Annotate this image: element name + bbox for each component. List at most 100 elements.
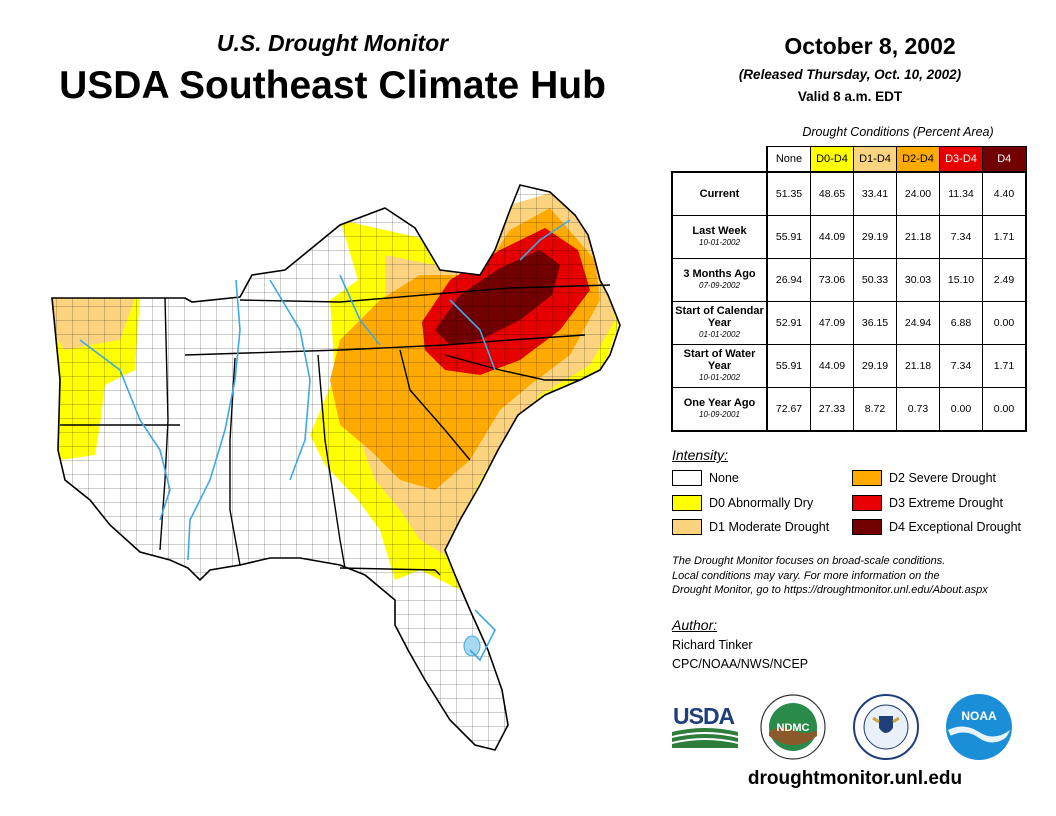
legend-label: D2 Severe Drought (889, 471, 997, 485)
stats-cell: 0.73 (896, 387, 940, 432)
stats-cell: 55.91 (766, 344, 811, 388)
stats-row: Last Week 10-01-2002 55.91 44.09 29.19 21.18 7… (671, 215, 1027, 259)
stats-cell: 47.09 (810, 301, 854, 345)
row-label-text: 3 Months Ago (683, 268, 756, 280)
legend-label: D4 Exceptional Drought (889, 520, 1022, 534)
stats-row: Start of Water Year 10-01-2002 55.91 44.09 2… (671, 344, 1027, 388)
usda-logo: USDA (672, 703, 738, 748)
map-subtitle: U.S. Drought Monitor (216, 30, 449, 56)
map-date: October 8, 2002 (784, 33, 956, 59)
noaa-logo-text: NOAA (961, 709, 997, 723)
row-date-text: 07-09-2002 (699, 281, 740, 290)
stats-cell: 1.71 (982, 344, 1027, 388)
lake-okeechobee (463, 635, 481, 657)
stats-cell: 73.06 (810, 258, 854, 302)
stats-row: Start of Calendar Year 01-01-2002 52.91 47.… (671, 301, 1027, 345)
author-name: Richard Tinker (672, 638, 753, 652)
legend-item-d3: D3 Extreme Drought (852, 495, 1003, 511)
note-line: Local conditions may vary. For more info… (672, 569, 940, 582)
drought-stats-table: None D0-D4 D1-D4 D2-D4 D3-D4 D4 Current 5… (671, 146, 1027, 432)
stats-cell: 52.91 (766, 301, 811, 345)
row-date-text: 10-01-2002 (699, 238, 740, 247)
row-date-text: 10-01-2002 (699, 373, 740, 382)
stats-cell: 48.65 (810, 171, 854, 216)
legend-label: None (709, 471, 739, 485)
col-d1-d4: D1-D4 (853, 146, 897, 173)
stats-cell: 2.49 (982, 258, 1027, 302)
stats-cell: 51.35 (766, 171, 811, 216)
stats-cell: 30.03 (896, 258, 940, 302)
stats-cell: 4.40 (982, 171, 1027, 216)
row-label-text: Start of Calendar Year (675, 305, 764, 329)
stats-cell: 36.15 (853, 301, 897, 345)
stats-row: 3 Months Ago 07-09-2002 26.94 73.06 50.33 30.… (671, 258, 1027, 302)
stats-cell: 29.19 (853, 215, 897, 259)
map-title: USDA Southeast Climate Hub (59, 64, 606, 107)
ndmc-logo: NDMC (760, 694, 826, 760)
stats-cell: 7.34 (939, 215, 983, 259)
stats-row-label: Start of Water Year 10-01-2002 (671, 344, 768, 388)
disclaimer-note: The Drought Monitor focuses on broad-sca… (672, 554, 1042, 598)
region-outline (51, 184, 621, 751)
legend-item-d4: D4 Exceptional Drought (852, 519, 1021, 535)
legend-label: D0 Abnormally Dry (709, 496, 814, 510)
stats-row: Current 51.35 48.65 33.41 24.00 11.34 4.40 (671, 171, 1027, 216)
stats-cell: 44.09 (810, 215, 854, 259)
stats-cell: 6.88 (939, 301, 983, 345)
stats-cell: 7.34 (939, 344, 983, 388)
website-url[interactable]: droughtmonitor.unl.edu (747, 768, 963, 789)
stats-cell: 29.19 (853, 344, 897, 388)
stats-row-label: One Year Ago 10-09-2001 (671, 387, 768, 432)
stats-row-label: 3 Months Ago 07-09-2002 (671, 258, 768, 302)
row-date-text: 01-01-2002 (699, 330, 740, 339)
row-label-text: Current (699, 188, 740, 200)
stats-cell: 27.33 (810, 387, 854, 432)
col-none: None (766, 146, 811, 173)
legend-swatch (672, 470, 702, 486)
stats-cell: 0.00 (939, 387, 983, 432)
noaa-logo: NOAA (946, 694, 1012, 760)
row-label-text: One Year Ago (683, 397, 756, 409)
author-heading: Author: (672, 617, 718, 633)
drought-map (51, 184, 621, 751)
stats-cell: 50.33 (853, 258, 897, 302)
stats-row-label: Start of Calendar Year 01-01-2002 (671, 301, 768, 345)
stats-caption: Drought Conditions (Percent Area) (802, 125, 994, 139)
stats-cell: 33.41 (853, 171, 897, 216)
rivers (79, 219, 571, 662)
legend-item-d0: D0 Abnormally Dry (672, 495, 813, 511)
author-org: CPC/NOAA/NWS/NCEP (672, 657, 809, 671)
legend-swatch (852, 470, 882, 486)
note-line: The Drought Monitor focuses on broad-sca… (672, 555, 946, 567)
stats-row-label: Last Week 10-01-2002 (671, 215, 768, 259)
row-date-text: 10-09-2001 (699, 410, 740, 419)
stats-corner (672, 146, 768, 173)
legend-swatch (672, 495, 702, 511)
legend-item-none: None (672, 470, 739, 486)
col-d2-d4: D2-D4 (896, 146, 940, 173)
col-d3-d4: D3-D4 (939, 146, 983, 173)
commerce-seal-logo (853, 694, 919, 760)
state-borders (60, 284, 611, 576)
stats-cell: 8.72 (853, 387, 897, 432)
stats-cell: 21.18 (896, 344, 940, 388)
stats-cell: 26.94 (766, 258, 811, 302)
legend-swatch (672, 519, 702, 535)
stats-cell: 24.94 (896, 301, 940, 345)
usda-logo-text: USDA (673, 703, 735, 729)
stats-cell: 0.00 (982, 387, 1027, 432)
legend-item-d2: D2 Severe Drought (852, 470, 996, 486)
note-line: Drought Monitor, go to https://droughtmo… (672, 584, 988, 596)
legend-item-d1: D1 Moderate Drought (672, 519, 829, 535)
ndmc-logo-text: NDMC (777, 722, 810, 734)
release-date: (Released Thursday, Oct. 10, 2002) (738, 67, 962, 82)
stats-cell: 55.91 (766, 215, 811, 259)
legend-swatch (852, 495, 882, 511)
row-label-text: Start of Water Year (683, 348, 756, 372)
stats-row-label: Current (671, 171, 768, 216)
col-d4: D4 (982, 146, 1027, 173)
col-d0-d4: D0-D4 (810, 146, 854, 173)
stats-cell: 21.18 (896, 215, 940, 259)
row-label-text: Last Week (692, 225, 747, 237)
stats-cell: 44.09 (810, 344, 854, 388)
